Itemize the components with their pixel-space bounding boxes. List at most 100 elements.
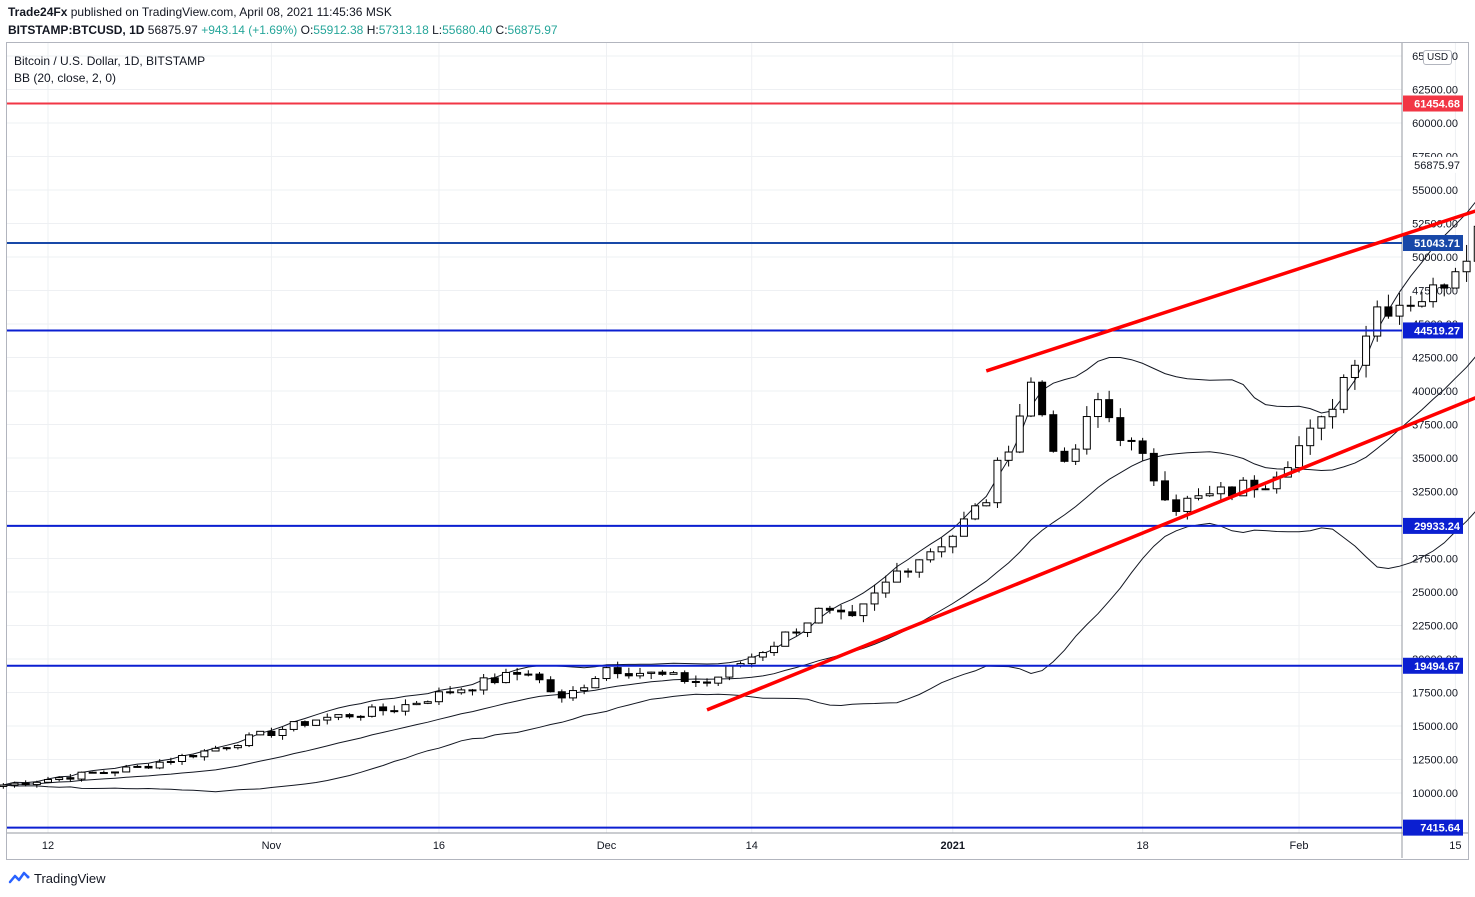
candle-body xyxy=(1328,408,1337,418)
candle-body xyxy=(412,702,421,706)
candle-body xyxy=(1116,417,1125,441)
candle-body xyxy=(1194,495,1203,499)
candle-body xyxy=(770,645,779,654)
footer-brand: TradingView xyxy=(8,870,106,886)
candle-body xyxy=(591,678,600,689)
candle-body xyxy=(133,765,142,768)
low-label: L: xyxy=(432,23,443,37)
candle-body xyxy=(245,734,254,747)
candle-body xyxy=(703,681,712,684)
level-price-label: 7415.64 xyxy=(1420,823,1461,835)
candle-body xyxy=(423,701,432,704)
level-price-tag xyxy=(1403,95,1463,112)
candle-body xyxy=(1049,414,1058,452)
candle-body xyxy=(267,730,276,736)
x-tick-label: 12 xyxy=(42,840,54,852)
publish-info: Trade24Fx published on TradingView.com, … xyxy=(8,5,392,19)
candle-body xyxy=(792,631,801,634)
candle-body xyxy=(278,728,287,736)
y-tick-label: 60000.00 xyxy=(1412,118,1458,130)
level-price-tag xyxy=(1403,657,1463,674)
candle-body xyxy=(982,502,991,507)
candle-body xyxy=(1216,486,1225,495)
x-tick-label: 15 xyxy=(1449,840,1461,852)
candle-body xyxy=(926,551,935,561)
candle-body xyxy=(1038,381,1047,416)
x-tick-label: 18 xyxy=(1137,840,1149,852)
y-tick-label: 50000.00 xyxy=(1412,252,1458,264)
indicator-legend[interactable]: BB (20, close, 2, 0) xyxy=(14,71,117,85)
candle-body xyxy=(0,784,8,787)
candle-body xyxy=(647,671,656,674)
candle-body xyxy=(971,505,980,520)
candle-body xyxy=(55,777,64,781)
candle-body xyxy=(568,690,577,699)
candle-body xyxy=(457,689,466,694)
y-tick-label: 55000.00 xyxy=(1412,185,1458,197)
candle-body xyxy=(580,687,589,692)
candle-body xyxy=(781,631,790,647)
candle-body xyxy=(814,607,823,624)
candle-body xyxy=(233,745,242,749)
candle-body xyxy=(959,518,968,537)
candle-body xyxy=(1172,499,1181,512)
candle-body xyxy=(479,677,488,691)
x-tick-label: 14 xyxy=(746,840,758,852)
level-price-tag xyxy=(1403,517,1463,534)
last-price: 56875.97 xyxy=(147,23,198,37)
low-value: 55680.40 xyxy=(442,23,493,37)
y-tick-label: 27500.00 xyxy=(1412,554,1458,566)
candle-body xyxy=(300,721,309,726)
level-price-tag xyxy=(1403,322,1463,339)
candle-body xyxy=(658,671,667,675)
candle-body xyxy=(680,672,689,682)
candle-body xyxy=(77,771,86,780)
level-price-label: 44519.27 xyxy=(1414,325,1460,337)
candle-body xyxy=(513,671,522,675)
y-tick-label: 25000.00 xyxy=(1412,587,1458,599)
candle-body xyxy=(1440,284,1449,289)
candle-body xyxy=(222,747,231,750)
candle-body xyxy=(859,603,868,617)
series-legend[interactable]: Bitcoin / U.S. Dollar, 1D, BITSTAMP xyxy=(14,54,206,68)
level-price-label: 51043.71 xyxy=(1414,238,1460,250)
candle-body xyxy=(446,691,455,694)
candle-body xyxy=(1373,306,1382,337)
candle-body xyxy=(1362,335,1371,366)
candle-body xyxy=(1395,304,1404,317)
candle-body xyxy=(1060,450,1069,462)
bb-lower-band xyxy=(3,511,1475,793)
candle-body xyxy=(144,765,153,769)
candle-body xyxy=(501,671,510,684)
candle-body xyxy=(1149,452,1158,482)
candle-body xyxy=(546,679,555,693)
candle-body xyxy=(1384,306,1393,317)
high-value: 57313.18 xyxy=(378,23,429,37)
x-tick-label: Dec xyxy=(597,840,617,852)
y-tick-label: 22500.00 xyxy=(1412,621,1458,633)
candle-body xyxy=(524,673,533,676)
candle-body xyxy=(356,715,365,718)
high-label: H: xyxy=(366,23,379,37)
candle-body xyxy=(714,676,723,684)
y-tick-label: 17500.00 xyxy=(1412,688,1458,700)
candle-body xyxy=(993,459,1002,504)
currency-button[interactable]: USD xyxy=(1423,50,1453,65)
candle-body xyxy=(1161,480,1169,501)
candle-body xyxy=(1105,399,1114,419)
candle-body xyxy=(390,710,399,713)
candle-body xyxy=(669,672,678,675)
ohlc-bar: BITSTAMP:BTCUSD, 1D 56875.97 +943.14 (+1… xyxy=(8,23,558,37)
candle-body xyxy=(211,747,220,752)
bb-basis xyxy=(3,356,1475,786)
chart-frame xyxy=(6,42,1469,860)
candle-body xyxy=(691,680,700,683)
level-price-tag xyxy=(1403,235,1463,252)
x-tick-label: 16 xyxy=(433,840,445,852)
close-value: 56875.97 xyxy=(507,23,558,37)
candle-body xyxy=(1138,440,1147,454)
candle-body xyxy=(289,721,298,730)
candle-body xyxy=(848,611,857,617)
candle-body xyxy=(1183,497,1192,512)
